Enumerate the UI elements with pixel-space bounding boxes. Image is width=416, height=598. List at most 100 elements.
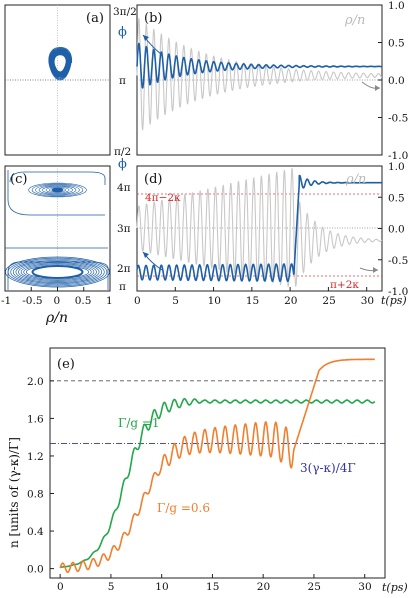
ticks-e: 0 5 10 15 20 25 30 0.0 0.4 0.8 1.2 1.6 2.0 [27,376,372,593]
series-line-gamma1 [60,398,376,569]
right-tick-label: 0.0 [388,75,405,87]
right-tick-label: 0.5 [388,192,405,204]
right-ticks-b: 1.0 0.5 0.0 -0.5 -1.0 [378,0,408,162]
rho-n-label-d: ρ/n [345,172,366,187]
x-tick-label: 15 [206,581,219,593]
x-tick-label: -1 [1,295,11,307]
series-line-phi [136,174,382,283]
orbit-c-trajectory [7,170,105,216]
x-tick-label: 25 [308,581,321,593]
orbit-c-top-loop [31,183,84,197]
y-tick-label: 0.0 [27,564,44,576]
hline-label-bottom: π+2κ [330,279,359,291]
series-label-gamma1: Γ/g =1 [118,416,160,430]
rho-n-label-b: ρ/n [344,13,365,28]
x-tick-label: 10 [208,295,221,307]
x-tick-label: 0 [57,581,64,593]
right-tick-label: -0.5 [388,113,408,125]
right-tick-label: -0.5 [388,255,408,267]
x-tick-label: 1 [106,295,113,307]
x-tick-label: 20 [284,295,297,307]
x-tick-label: -0.5 [22,295,42,307]
hline-label-top: 4π−2κ [145,192,181,204]
orbit-c-trajectory [7,261,109,290]
tick-4pi: 4π [117,182,131,194]
y-tick-label: 0.8 [27,489,44,501]
right-ticks-d: 1.0 0.5 0.0 -0.5 -1.0 [378,161,408,298]
panel-b: (b) ρ/n ϕ 3π/2 π π/2 1.0 0.5 0.0 -0.5 -1.0 [113,0,408,162]
y-tick-label: 0.4 [27,526,44,538]
orbit-a [48,47,73,81]
label-c: (c) [10,172,27,187]
orbit-c-top-loop [45,186,70,194]
x-tick-label: 5 [108,581,115,593]
label-e: (e) [57,357,75,372]
orbit-c-top-loop [28,182,87,198]
x-ticks-c: -1 -0.5 0 0.5 1 [1,287,113,307]
x-ticks-d: 0 5 10 15 20 25 30 [134,287,374,307]
tick-3halfpi: 3π/2 [113,6,137,18]
panel-e: 0 5 10 15 20 25 30 0.0 0.4 0.8 1.2 1.6 2.0 (e) Γ/g =… [7,347,408,594]
series-line-ϕ [136,42,382,89]
x-tick-label: 0 [54,295,61,307]
x-tick-label: 10 [155,581,168,593]
orbit-c-bottom-loop [10,258,105,286]
orbit-c-bottom-loop [12,259,103,285]
right-tick-label: 1.0 [388,0,405,12]
orbit-c-bottom-loop [18,262,97,282]
label-a: (a) [86,11,104,26]
series-d [136,167,383,288]
label-d: (d) [144,172,162,187]
panel-a: (a) [4,4,111,156]
x-tick-label: 0 [134,295,141,307]
xlabel-e: t(ps) [382,581,408,594]
x-tick-label: 30 [361,295,374,307]
orbit-c-top-core [51,188,64,192]
y-tick-label: 1.6 [27,413,44,425]
series-b [136,17,383,132]
xlabel-d: t(ps) [381,294,407,307]
x-tick-label: 15 [246,295,259,307]
label-b: (b) [144,11,162,26]
x-tick-label: 0.5 [75,295,92,307]
y-tick-label: 2.0 [27,376,44,388]
orbit-c-top-loop [35,184,80,196]
phi-label-b: ϕ [118,25,127,40]
right-tick-label: -1.0 [388,150,408,162]
x-tick-label: 25 [322,295,335,307]
orbit-c-trajectory [9,171,106,185]
series-line-gamma06 [59,358,375,574]
right-tick-label: -1.0 [388,286,408,298]
orbit-c-top-loop [38,185,77,195]
right-tick-label: 0.5 [388,38,405,50]
orbit-a-path [48,47,73,81]
right-tick-label: 1.0 [388,161,405,173]
x-tick-label: 30 [358,581,371,593]
panel-d: (d) ρ/n ϕ 4π−2κ π+2κ 4π 3π 2π π 1.0 0.5 0.… [117,157,408,307]
orbit-c-bottom-loop [23,264,92,280]
orbit-c-top-loop [42,186,73,194]
orbit-c-bottom-loop [7,257,108,287]
orbit-c-bottom-loop [20,263,95,281]
series-e [59,358,376,574]
tick-3pi: 3π [117,223,131,235]
x-tick-label: 20 [257,581,270,593]
series-label-gamma06: Γ/g =0.6 [157,501,210,515]
series-line-rho-n [136,167,383,288]
panel-c: (c) -1 -0.5 0 0.5 1 ρ/n [1,165,113,326]
xlabel-c: ρ/n [45,310,68,326]
tick-pi-b: π [119,75,126,87]
y-tick-label: 1.2 [27,451,44,463]
orbit-c-bottom-loop [15,261,100,283]
right-tick-label: 0.0 [388,224,405,236]
phi-label-d: ϕ [118,157,127,172]
orbit-c [5,170,110,290]
ratio-label: 3(γ-κ)/4Γ [300,461,356,475]
tick-pi-d: π [119,281,126,293]
orbit-c-bottom-core [31,265,84,279]
x-tick-label: 5 [172,295,179,307]
tick-halfpi: π/2 [114,146,131,158]
tick-2pi: 2π [117,263,131,275]
